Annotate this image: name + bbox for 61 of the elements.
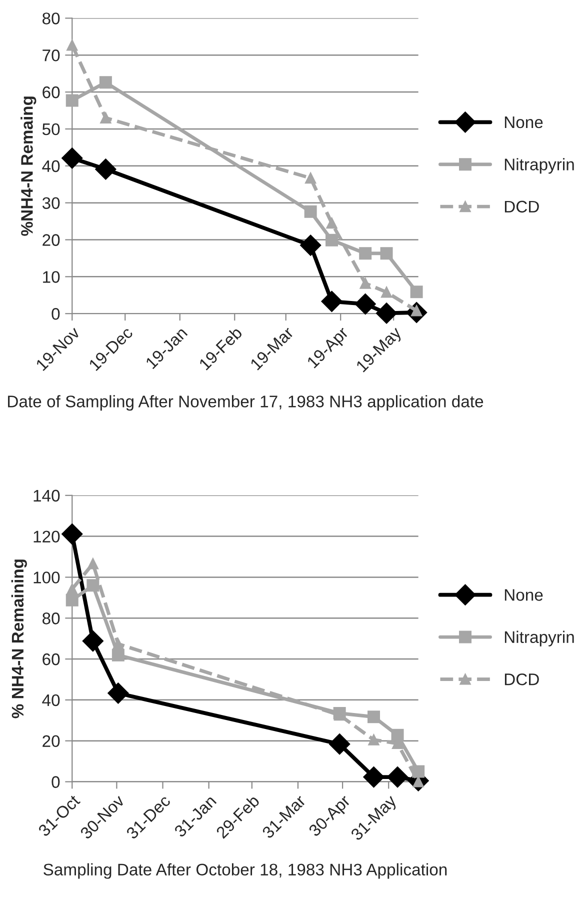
y-tick-label: 140 — [34, 490, 60, 502]
legend-label: Nitrapyrin — [504, 630, 574, 646]
point — [329, 734, 350, 755]
point — [300, 234, 322, 256]
point — [82, 630, 104, 652]
y-tick-label: 60 — [42, 86, 60, 98]
point — [363, 766, 384, 788]
point — [304, 205, 317, 218]
point — [305, 172, 316, 184]
y-tick-label: 120 — [34, 530, 60, 543]
point — [108, 682, 129, 704]
point — [380, 286, 392, 298]
point — [321, 290, 342, 312]
y-tick-label: 100 — [34, 572, 60, 584]
y-tick-label: 20 — [42, 234, 60, 246]
point — [66, 594, 78, 606]
point — [410, 286, 423, 298]
point — [326, 218, 338, 229]
point — [99, 76, 112, 89]
point — [112, 648, 124, 662]
y-tick-label: 40 — [42, 160, 60, 172]
legend-label: DCD — [504, 673, 539, 686]
legend-label: DCD — [504, 200, 539, 213]
point — [66, 40, 78, 51]
x-axis-title: Date of Sampling After November 17, 1983 NH3 application date — [8, 395, 484, 411]
point — [66, 94, 78, 107]
y-tick-label: 10 — [43, 271, 60, 283]
y-axis-title: % NH4-N Remaining — [11, 560, 27, 718]
point — [387, 766, 408, 788]
point — [112, 638, 124, 650]
point — [62, 524, 83, 545]
y-tick-label: 70 — [42, 50, 60, 62]
point — [391, 728, 404, 742]
y-tick-label: 30 — [42, 197, 60, 210]
point — [354, 293, 376, 315]
point — [360, 278, 371, 289]
y-tick-label: 80 — [42, 612, 60, 624]
point — [87, 558, 98, 570]
point — [380, 247, 393, 260]
y-tick-label: 40 — [42, 694, 60, 706]
y-tick-label: 0 — [52, 308, 60, 320]
point — [100, 112, 112, 124]
point — [326, 234, 338, 246]
y-tick-label: 60 — [42, 653, 60, 666]
legend-label: None — [504, 116, 543, 128]
y-tick-label: 0 — [52, 776, 60, 788]
y-tick-label: 50 — [42, 123, 60, 136]
x-axis-title: Sampling Date After October 18, 1983 NH3 Application — [44, 863, 447, 879]
point — [62, 148, 83, 169]
point — [95, 158, 116, 180]
point — [368, 734, 380, 746]
point — [376, 302, 398, 324]
point — [66, 584, 78, 595]
point — [359, 247, 372, 260]
y-axis-title: %NH4-N Remaing — [20, 96, 36, 236]
y-tick-label: 80 — [42, 12, 60, 24]
legend-label: Nitrapyrin — [504, 158, 574, 174]
y-tick-label: 20 — [42, 735, 60, 748]
legend-label: None — [504, 589, 543, 601]
point — [368, 710, 380, 724]
point — [86, 579, 100, 592]
